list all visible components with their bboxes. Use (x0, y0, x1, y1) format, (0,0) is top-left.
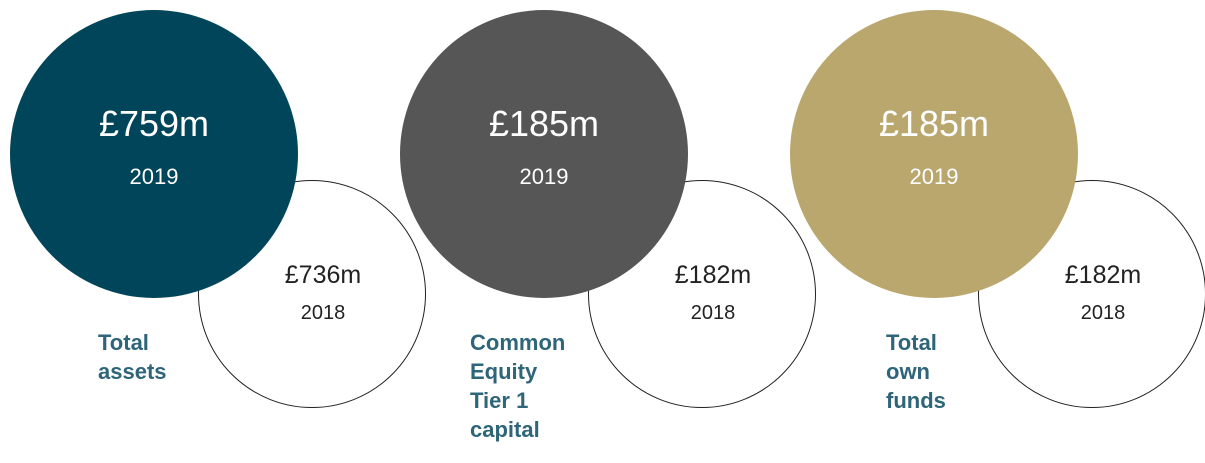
metric-total-assets: £759m 2019 £736m 2018 Total assets (0, 0, 426, 463)
year-2019: 2019 (519, 164, 569, 189)
metric-cet1-capital: £185m 2019 £182m 2018 Common Equity Tier… (390, 0, 816, 463)
label-line: assets (98, 359, 167, 384)
label-line: capital (470, 417, 540, 442)
circle-2019-total-assets: £759m 2019 (10, 10, 298, 298)
amount-2018: £182m (674, 261, 752, 289)
label-line: Common (470, 330, 566, 355)
amount-2018: £182m (1064, 261, 1142, 289)
metric-label: Common Equity Tier 1 capital (470, 328, 565, 444)
label-line: Equity (470, 359, 538, 384)
year-2018: 2018 (690, 302, 736, 324)
year-2018: 2018 (300, 302, 346, 324)
label-line: own (886, 359, 930, 384)
label-line: Tier 1 (470, 388, 529, 413)
circle-2019-cet1: £185m 2019 (400, 10, 688, 298)
label-line: funds (886, 388, 946, 413)
circle-2019-own-funds: £185m 2019 (790, 10, 1078, 298)
metric-label: Total assets (98, 328, 167, 386)
year-2018: 2018 (1080, 302, 1126, 324)
amount-2019: £185m (488, 103, 600, 144)
amount-2019: £759m (98, 103, 210, 144)
year-2019: 2019 (909, 164, 959, 189)
amount-2018: £736m (284, 261, 362, 289)
label-line: Total (98, 330, 149, 355)
year-2019: 2019 (129, 164, 179, 189)
amount-2019: £185m (878, 103, 990, 144)
metric-label: Total own funds (886, 328, 946, 415)
label-line: Total (886, 330, 937, 355)
metric-total-own-funds: £185m 2019 £182m 2018 Total own funds (780, 0, 1205, 463)
